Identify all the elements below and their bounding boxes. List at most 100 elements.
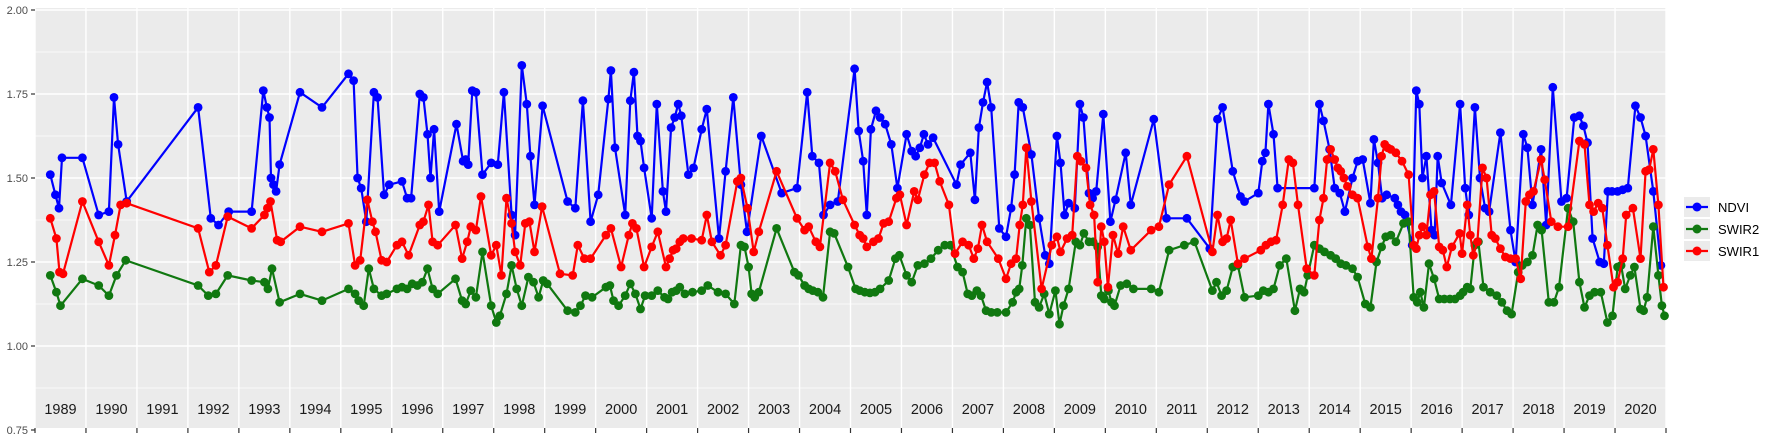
data-point-ndvi bbox=[1257, 156, 1267, 166]
data-point-swir1 bbox=[1546, 217, 1556, 227]
data-point-swir1 bbox=[661, 262, 671, 272]
data-point-swir2 bbox=[884, 276, 894, 285]
x-tick-label: 2001 bbox=[656, 402, 688, 418]
x-tick-label: 1990 bbox=[95, 402, 127, 418]
data-point-ndvi bbox=[423, 129, 432, 139]
data-point-swir1 bbox=[1397, 156, 1407, 166]
data-point-ndvi bbox=[486, 158, 496, 168]
data-point-swir1 bbox=[404, 250, 413, 260]
data-point-ndvi bbox=[478, 170, 487, 180]
data-point-swir1 bbox=[1363, 242, 1373, 252]
data-point-swir1 bbox=[1240, 254, 1249, 263]
data-point-swir1 bbox=[1293, 200, 1303, 210]
data-point-swir2 bbox=[1179, 240, 1189, 250]
data-point-ndvi bbox=[1631, 101, 1640, 111]
data-point-ndvi bbox=[578, 96, 588, 106]
data-point-swir2 bbox=[640, 291, 650, 300]
data-point-swir2 bbox=[317, 296, 327, 305]
data-point-swir1 bbox=[1067, 230, 1077, 240]
data-point-swir1 bbox=[78, 197, 87, 206]
data-point-swir1 bbox=[266, 197, 275, 206]
data-point-swir1 bbox=[104, 261, 114, 270]
x-tick-label: 1997 bbox=[452, 402, 484, 418]
data-point-ndvi bbox=[880, 119, 890, 129]
data-point-swir2 bbox=[1419, 303, 1429, 312]
data-point-ndvi bbox=[406, 193, 416, 203]
data-point-swir1 bbox=[601, 230, 611, 240]
data-point-ndvi bbox=[452, 119, 461, 129]
data-point-ndvi bbox=[1470, 103, 1480, 112]
data-point-swir1 bbox=[1391, 148, 1401, 158]
data-point-ndvi bbox=[434, 207, 444, 217]
data-point-ndvi bbox=[862, 210, 872, 220]
data-point-swir2 bbox=[344, 284, 353, 294]
data-point-swir1 bbox=[491, 240, 501, 250]
data-point-swir2 bbox=[1660, 311, 1669, 321]
data-point-swir2 bbox=[1654, 271, 1663, 280]
data-point-swir1 bbox=[476, 192, 486, 201]
legend: NDVI SWIR2 SWIR1 bbox=[1684, 196, 1759, 262]
data-point-swir1 bbox=[909, 187, 919, 196]
data-point-ndvi bbox=[756, 131, 766, 141]
data-point-ndvi bbox=[676, 111, 686, 121]
data-point-ndvi bbox=[871, 106, 881, 116]
data-point-swir2 bbox=[1034, 303, 1044, 312]
data-point-swir2 bbox=[772, 224, 781, 233]
data-point-swir2 bbox=[466, 286, 476, 295]
data-point-swir1 bbox=[260, 210, 269, 220]
data-point-swir2 bbox=[920, 259, 929, 269]
data-point-swir1 bbox=[913, 195, 923, 205]
data-point-ndvi bbox=[970, 195, 980, 205]
data-point-swir2 bbox=[1001, 308, 1011, 317]
x-tick-label: 1999 bbox=[554, 402, 586, 418]
data-point-swir2 bbox=[1429, 274, 1439, 284]
data-point-swir1 bbox=[1659, 282, 1668, 292]
data-point-swir1 bbox=[671, 244, 681, 254]
data-point-swir2 bbox=[1549, 297, 1559, 307]
data-point-swir1 bbox=[1482, 173, 1491, 183]
data-point-ndvi bbox=[1319, 116, 1328, 126]
data-point-swir2 bbox=[104, 291, 114, 300]
data-point-swir2 bbox=[1554, 282, 1564, 292]
data-point-swir2 bbox=[875, 284, 885, 294]
data-point-ndvi bbox=[1309, 183, 1319, 193]
data-point-swir1 bbox=[537, 202, 547, 212]
data-point-ndvi bbox=[902, 129, 911, 139]
data-point-ndvi bbox=[1393, 200, 1403, 210]
x-tick-label: 2015 bbox=[1370, 402, 1402, 418]
data-point-swir1 bbox=[1429, 187, 1439, 196]
data-point-swir1 bbox=[1465, 230, 1475, 240]
data-point-swir2 bbox=[295, 289, 305, 299]
data-point-ndvi bbox=[1348, 173, 1357, 183]
data-point-swir1 bbox=[1457, 249, 1467, 258]
data-point-swir1 bbox=[1015, 220, 1025, 230]
x-tick-label: 1995 bbox=[350, 402, 382, 418]
data-point-swir1 bbox=[1322, 155, 1332, 164]
data-point-swir1 bbox=[1367, 254, 1376, 263]
data-point-ndvi bbox=[606, 66, 616, 75]
data-point-swir2 bbox=[907, 277, 917, 287]
data-point-ndvi bbox=[1422, 151, 1431, 161]
data-point-ndvi bbox=[1261, 148, 1270, 158]
data-point-ndvi bbox=[911, 151, 921, 161]
data-point-swir1 bbox=[1146, 225, 1156, 235]
data-point-ndvi bbox=[265, 113, 274, 122]
data-point-swir2 bbox=[1507, 309, 1516, 319]
data-point-swir2 bbox=[478, 247, 487, 257]
data-point-swir1 bbox=[1103, 282, 1113, 292]
data-point-swir2 bbox=[1275, 261, 1285, 270]
data-point-swir1 bbox=[110, 230, 120, 240]
x-tick-label: 2017 bbox=[1471, 402, 1503, 418]
y-tick-label: 0.75 bbox=[7, 425, 28, 437]
data-point-swir1 bbox=[1540, 175, 1550, 185]
data-point-swir2 bbox=[1648, 222, 1658, 232]
data-point-swir1 bbox=[45, 213, 55, 223]
data-point-ndvi bbox=[978, 98, 988, 107]
data-point-swir2 bbox=[56, 301, 65, 311]
data-point-ndvi bbox=[858, 156, 868, 166]
data-point-swir1 bbox=[1589, 207, 1598, 217]
data-point-swir2 bbox=[703, 281, 713, 290]
data-point-swir2 bbox=[986, 308, 996, 317]
data-point-ndvi bbox=[1315, 99, 1324, 109]
data-point-ndvi bbox=[1121, 148, 1131, 158]
